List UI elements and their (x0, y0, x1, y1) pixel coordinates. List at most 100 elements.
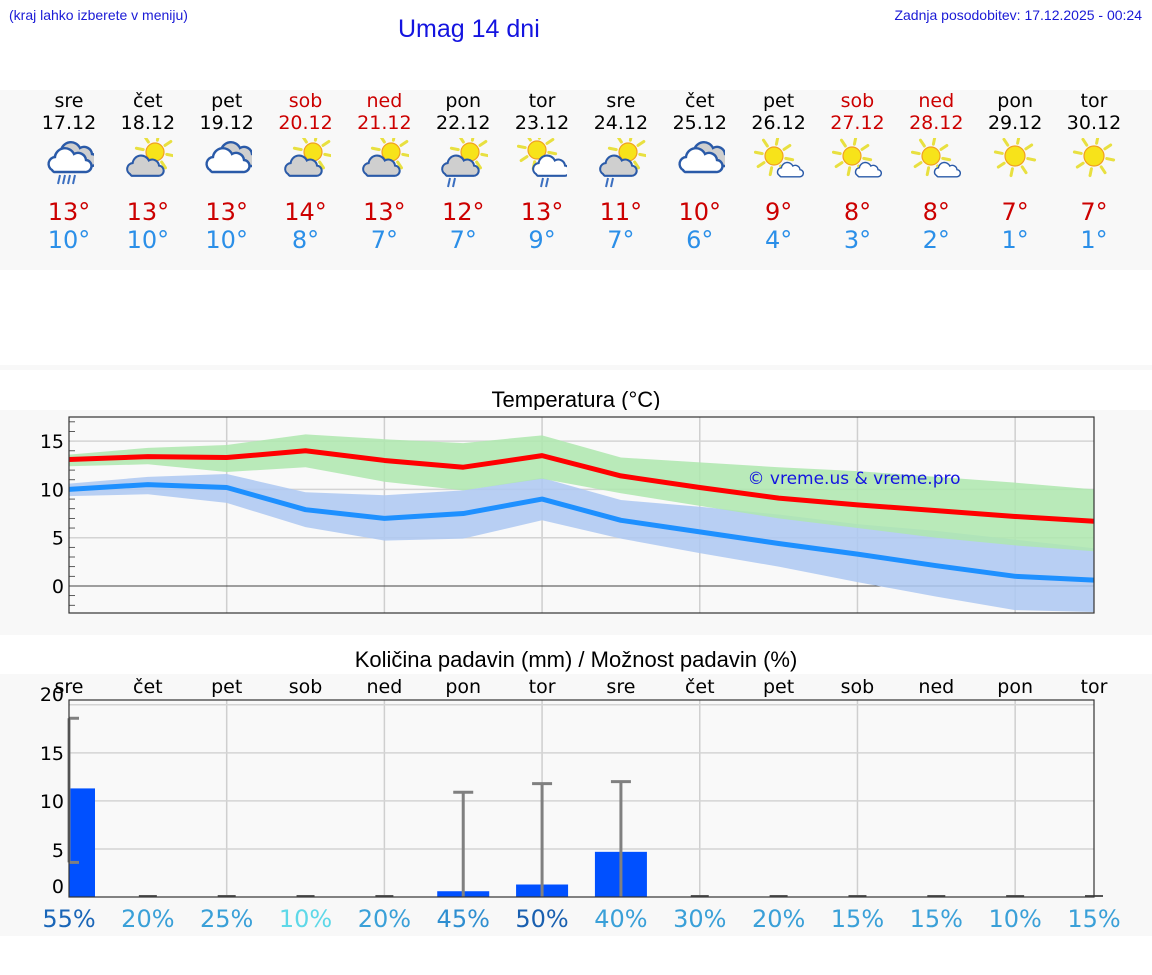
svg-text:čet: čet (685, 676, 715, 698)
svg-text:sob: sob (289, 676, 323, 698)
cloudy-icon (675, 138, 732, 194)
svg-text:ned: ned (918, 676, 954, 698)
day-name: sob (840, 90, 875, 112)
max-temperature: 13° (205, 198, 248, 226)
min-temperature: 7° (449, 226, 477, 254)
sun-behind-cloud-icon (281, 131, 333, 194)
sun-cloud-rain-icon (438, 131, 491, 194)
min-temperature: 3° (843, 226, 872, 254)
sun-behind-cloud-icon (359, 131, 412, 194)
sun-small-cloud-icon (832, 135, 883, 194)
day-date: 21.12 (357, 112, 412, 134)
min-temperature: 10° (205, 226, 248, 254)
cloud-rain-icon (44, 138, 99, 194)
precip-probability: 55% (42, 905, 95, 933)
temperature-chart-svg: 0 5 10 15 © vreme.us & vreme.pro (40, 416, 1095, 614)
sun-cloud-rain-icon (596, 131, 649, 194)
min-temperature: 7° (370, 226, 399, 254)
day-date: 26.12 (751, 112, 806, 134)
sun-small-cloud-icon (911, 135, 962, 194)
day-name: čet (684, 90, 715, 112)
day-name: sre (54, 90, 84, 112)
day-date: 27.12 (830, 112, 885, 134)
temperature-chart-title: Temperatura (°C) (491, 387, 661, 412)
precip-probability: 15% (1067, 905, 1120, 933)
precipitation-chart: 0 5 10 15 20 sre čet pet sob ned pon tor sre čet pet so… (0, 674, 1152, 936)
precip-probability: 20% (358, 905, 411, 933)
day-date: 20.12 (278, 112, 333, 134)
sun-small-cloud-icon (753, 135, 804, 194)
day-date: 18.12 (120, 112, 176, 134)
svg-text:tor: tor (1081, 676, 1108, 698)
svg-text:20: 20 (40, 684, 64, 706)
max-temperature: 14° (284, 198, 327, 226)
min-temperature: 6° (686, 226, 714, 254)
max-temperature: 11° (599, 198, 643, 226)
day-date: 22.12 (436, 112, 491, 134)
min-temperature: 2° (922, 226, 950, 254)
max-temperature: 7° (1001, 198, 1029, 226)
day-name: pet (763, 90, 795, 112)
min-temperature: 10° (126, 226, 170, 254)
day-date: 28.12 (909, 112, 964, 134)
max-temperature: 13° (47, 198, 91, 226)
svg-text:5: 5 (52, 840, 64, 862)
cloudy-icon (202, 138, 259, 194)
min-temperature: 10° (47, 226, 91, 254)
separator (0, 365, 1152, 370)
day-date: 23.12 (514, 112, 570, 134)
svg-text:sob: sob (841, 676, 875, 698)
max-temperature: 10° (678, 198, 722, 226)
svg-text:ned: ned (366, 676, 402, 698)
day-date: 19.12 (199, 112, 254, 134)
sun-behind-cloud-icon (123, 131, 175, 194)
sun-icon (990, 134, 1040, 194)
max-temperature: 9° (764, 198, 793, 226)
precip-probability: 30% (673, 905, 726, 933)
svg-text:tor: tor (529, 676, 556, 698)
min-temperature: 4° (764, 226, 793, 254)
svg-text:5: 5 (52, 528, 64, 550)
min-temperature: 9° (528, 226, 556, 254)
day-date: 24.12 (593, 112, 649, 134)
page-title: Umag 14 dni (398, 15, 540, 43)
day-name: ned (366, 90, 403, 112)
daily-forecast-strip: sre 17.12 13° 10° čet 18.12 13° 10° pet 19.12 13° 1… (0, 90, 1152, 270)
precip-probability: 25% (200, 905, 253, 933)
min-temperature: 1° (1001, 226, 1029, 254)
svg-text:pet: pet (211, 676, 242, 698)
day-name: pon (997, 90, 1033, 112)
max-temperature: 12° (441, 198, 485, 226)
max-temperature: 13° (126, 198, 170, 226)
day-name: tor (1080, 90, 1108, 112)
day-name: sre (606, 90, 636, 112)
max-temperature: 8° (843, 198, 872, 226)
last-updated: Zadnja posodobitev: 17.12.2025 - 00:24 (894, 7, 1142, 23)
svg-text:10: 10 (40, 791, 64, 813)
svg-text:© vreme.us & vreme.pro: © vreme.us & vreme.pro (747, 469, 960, 489)
day-date: 17.12 (41, 112, 97, 134)
day-date: 30.12 (1066, 112, 1122, 134)
svg-text:sre: sre (55, 676, 84, 698)
min-temperature: 1° (1080, 226, 1108, 254)
svg-text:pon: pon (997, 676, 1033, 698)
temperature-chart: 0 5 10 15 © vreme.us & vreme.pro (0, 410, 1152, 635)
svg-text:sre: sre (606, 676, 635, 698)
precip-probability: 10% (988, 905, 1041, 933)
svg-text:pon: pon (445, 676, 481, 698)
day-name: pet (211, 90, 243, 112)
precip-probability: 20% (121, 905, 174, 933)
svg-text:0: 0 (52, 576, 64, 598)
max-temperature: 13° (363, 198, 406, 226)
header-hint: (kraj lahko izberete v meniju) (9, 7, 188, 23)
precip-probability: 45% (437, 905, 490, 933)
max-temperature: 8° (922, 198, 950, 226)
precipitation-chart-title: Količina padavin (mm) / Možnost padavin … (354, 647, 798, 672)
day-name: pon (445, 90, 482, 112)
svg-text:0: 0 (52, 876, 64, 898)
svg-text:pet: pet (763, 676, 794, 698)
precip-probability: 20% (752, 905, 805, 933)
min-temperature: 7° (607, 226, 635, 254)
precip-probability: 15% (831, 905, 884, 933)
day-name: čet (133, 90, 163, 112)
